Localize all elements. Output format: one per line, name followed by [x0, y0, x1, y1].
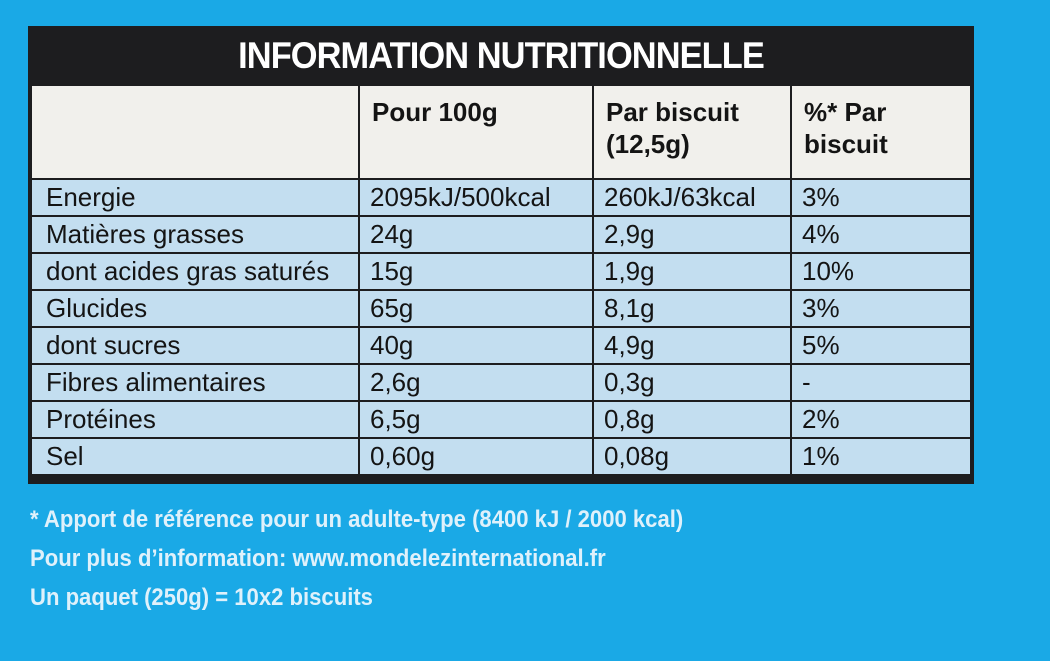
nutrient-cell: Sel — [30, 437, 360, 476]
nutrient-cell: dont acides gras saturés — [30, 252, 360, 291]
footnotes: * Apport de référence pour un adulte-typ… — [30, 500, 683, 617]
table-row: Energie 2095kJ/500kcal 260kJ/63kcal 3% — [30, 178, 972, 217]
table-header-row: Pour 100g Par biscuit (12,5g) %* Par bis… — [30, 84, 972, 180]
per-biscuit-cell: 8,1g — [592, 289, 792, 328]
nutrient-cell: Protéines — [30, 400, 360, 439]
header-percent-per-biscuit: %* Par biscuit — [790, 84, 972, 180]
nutrition-panel: INFORMATION NUTRITIONNELLE Pour 100g Par… — [28, 26, 974, 484]
per-100g-cell: 2095kJ/500kcal — [358, 178, 594, 217]
table-row: dont sucres 40g 4,9g 5% — [30, 326, 972, 365]
header-nutrient — [30, 84, 360, 180]
per-biscuit-cell: 260kJ/63kcal — [592, 178, 792, 217]
per-100g-cell: 15g — [358, 252, 594, 291]
reference-intake-note: * Apport de référence pour un adulte-typ… — [30, 506, 684, 533]
percent-cell: 10% — [790, 252, 972, 291]
nutrient-cell: Matières grasses — [30, 215, 360, 254]
package-note: Un paquet (250g) = 10x2 biscuits — [30, 584, 373, 611]
per-biscuit-cell: 0,8g — [592, 400, 792, 439]
table-row: Protéines 6,5g 0,8g 2% — [30, 400, 972, 439]
header-per-100g: Pour 100g — [358, 84, 594, 180]
percent-cell: 1% — [790, 437, 972, 476]
per-100g-cell: 0,60g — [358, 437, 594, 476]
per-biscuit-cell: 2,9g — [592, 215, 792, 254]
table-row: dont acides gras saturés 15g 1,9g 10% — [30, 252, 972, 291]
per-biscuit-cell: 1,9g — [592, 252, 792, 291]
per-biscuit-cell: 0,08g — [592, 437, 792, 476]
table-row: Sel 0,60g 0,08g 1% — [30, 437, 972, 476]
percent-cell: 3% — [790, 178, 972, 217]
per-100g-cell: 6,5g — [358, 400, 594, 439]
percent-cell: 4% — [790, 215, 972, 254]
per-biscuit-cell: 4,9g — [592, 326, 792, 365]
percent-cell: - — [790, 363, 972, 402]
per-biscuit-cell: 0,3g — [592, 363, 792, 402]
table-row: Matières grasses 24g 2,9g 4% — [30, 215, 972, 254]
per-100g-cell: 65g — [358, 289, 594, 328]
nutrition-table: Pour 100g Par biscuit (12,5g) %* Par bis… — [30, 84, 972, 476]
percent-cell: 3% — [790, 289, 972, 328]
nutrient-cell: Energie — [30, 178, 360, 217]
panel-title: INFORMATION NUTRITIONNELLE — [238, 35, 765, 76]
website-note: Pour plus d’information: www.mondelezint… — [30, 545, 606, 572]
table-row: Glucides 65g 8,1g 3% — [30, 289, 972, 328]
table-row: Fibres alimentaires 2,6g 0,3g - — [30, 363, 972, 402]
per-100g-cell: 2,6g — [358, 363, 594, 402]
per-100g-cell: 24g — [358, 215, 594, 254]
nutrient-cell: dont sucres — [30, 326, 360, 365]
header-per-biscuit: Par biscuit (12,5g) — [592, 84, 792, 180]
nutrient-cell: Fibres alimentaires — [30, 363, 360, 402]
percent-cell: 2% — [790, 400, 972, 439]
per-100g-cell: 40g — [358, 326, 594, 365]
nutrient-cell: Glucides — [30, 289, 360, 328]
percent-cell: 5% — [790, 326, 972, 365]
